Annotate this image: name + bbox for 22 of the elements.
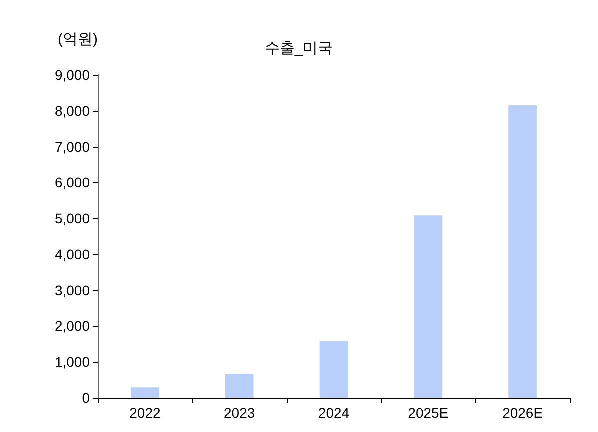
y-tick-label: 7,000	[54, 138, 90, 155]
y-tick-label: 4,000	[54, 246, 90, 262]
x-tick-label: 2022	[130, 405, 161, 421]
bar	[131, 388, 160, 398]
y-tick-label: 3,000	[54, 282, 90, 298]
x-tick-label: 2023	[224, 405, 256, 421]
bar	[414, 216, 443, 398]
bar	[225, 374, 254, 398]
bar	[320, 341, 348, 398]
y-tick-label: 6,000	[54, 174, 90, 191]
y-axis-title: (억원)	[58, 31, 98, 48]
y-tick-label: 5,000	[54, 210, 90, 227]
y-tick-label: 9,000	[54, 67, 90, 83]
chart-title: 수출_미국	[264, 40, 334, 57]
y-tick-label: 0	[82, 390, 90, 406]
y-tick-label: 1,000	[54, 354, 90, 370]
bar	[508, 106, 537, 398]
y-tick-label: 2,000	[54, 318, 90, 334]
x-tick-label: 2026E	[502, 405, 544, 421]
y-tick-label: 8,000	[54, 102, 90, 119]
x-tick-label: 2025E	[408, 405, 449, 421]
x-tick-label: 2024	[318, 405, 350, 421]
